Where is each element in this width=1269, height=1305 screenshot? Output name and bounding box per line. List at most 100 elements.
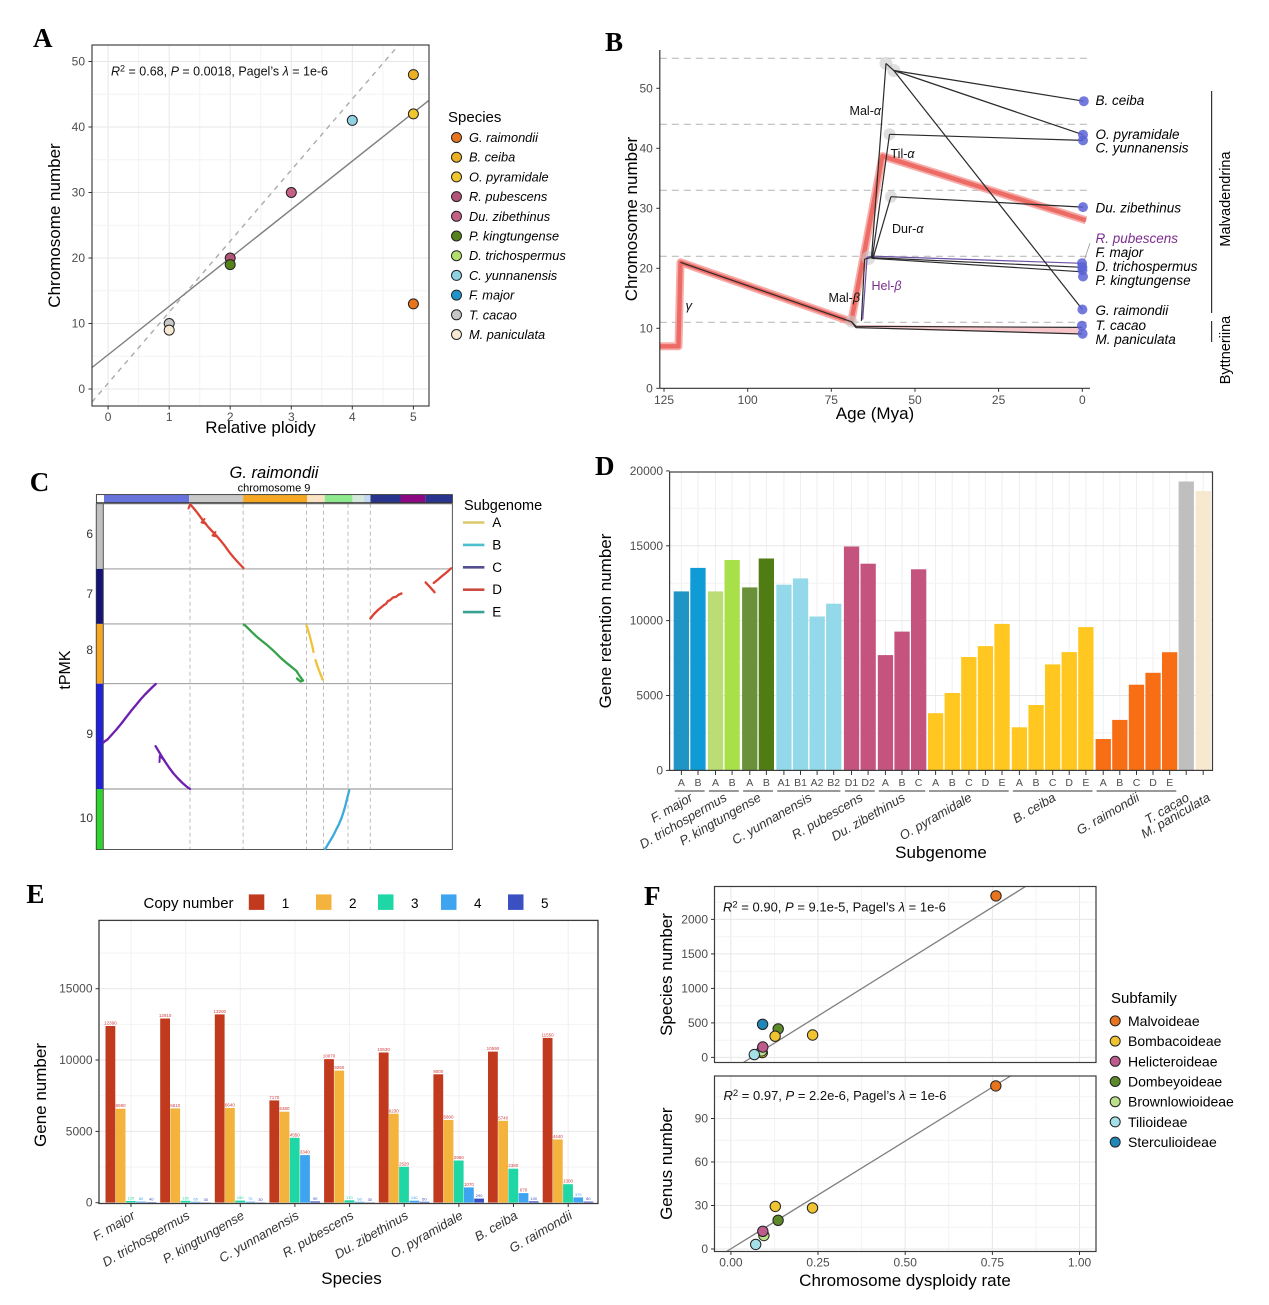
svg-text:2000: 2000: [681, 912, 708, 926]
svg-text:Chromosome number: Chromosome number: [45, 143, 64, 308]
svg-text:C: C: [1049, 777, 1057, 789]
svg-text:5: 5: [410, 410, 417, 424]
svg-text:chromosome 9: chromosome 9: [238, 483, 311, 495]
svg-text:12910: 12910: [159, 1013, 172, 1018]
svg-text:3: 3: [411, 896, 419, 911]
svg-text:0: 0: [105, 410, 112, 424]
svg-text:D. trichospermus: D. trichospermus: [1096, 259, 1198, 274]
svg-text:D: D: [595, 451, 615, 481]
svg-text:20000: 20000: [630, 464, 664, 478]
svg-text:670: 670: [520, 1188, 528, 1193]
svg-text:Species number: Species number: [657, 913, 676, 1036]
svg-text:10530: 10530: [377, 1047, 390, 1052]
svg-text:Gene retention number: Gene retention number: [596, 533, 615, 708]
svg-text:2960: 2960: [454, 1155, 465, 1160]
svg-text:30: 30: [204, 1197, 209, 1202]
svg-text:10000: 10000: [630, 614, 664, 628]
svg-text:O. pyramidale: O. pyramidale: [469, 169, 549, 184]
svg-text:Malvadendrina: Malvadendrina: [1218, 151, 1234, 247]
svg-text:1500: 1500: [681, 947, 708, 961]
svg-text:0.50: 0.50: [894, 1256, 918, 1270]
svg-text:C: C: [492, 560, 502, 575]
svg-text:0: 0: [701, 1050, 708, 1064]
svg-text:D. trichospermus: D. trichospermus: [469, 248, 566, 263]
svg-text:Malvoideae: Malvoideae: [1128, 1013, 1200, 1029]
svg-text:A: A: [932, 777, 939, 789]
svg-text:130: 130: [182, 1195, 189, 1200]
svg-text:Species: Species: [448, 109, 501, 126]
svg-text:0: 0: [1079, 393, 1086, 407]
svg-text:0.00: 0.00: [719, 1256, 743, 1270]
svg-text:Species: Species: [321, 1269, 381, 1288]
svg-text:2520: 2520: [399, 1161, 410, 1166]
svg-text:Mal-α: Mal-α: [850, 104, 882, 118]
svg-text:500: 500: [688, 1016, 708, 1030]
svg-text:1000: 1000: [681, 981, 708, 995]
svg-text:B: B: [949, 777, 956, 789]
svg-text:Til-α: Til-α: [891, 147, 916, 161]
svg-text:140: 140: [411, 1195, 418, 1200]
svg-text:80: 80: [586, 1196, 591, 1201]
svg-text:0: 0: [78, 382, 85, 396]
svg-text:7: 7: [86, 587, 93, 601]
svg-text:C. yunnanensis: C. yunnanensis: [1096, 141, 1189, 156]
svg-text:15000: 15000: [630, 539, 664, 553]
svg-text:30: 30: [258, 1197, 263, 1202]
svg-text:A: A: [678, 777, 685, 789]
svg-text:E: E: [1082, 777, 1089, 789]
svg-text:90: 90: [695, 1112, 709, 1126]
svg-text:150: 150: [237, 1195, 244, 1200]
svg-text:120: 120: [127, 1196, 134, 1201]
svg-text:5000: 5000: [66, 1124, 93, 1138]
svg-text:30: 30: [639, 201, 653, 215]
svg-text:50: 50: [72, 55, 86, 69]
svg-text:6230: 6230: [389, 1108, 400, 1113]
svg-text:A: A: [492, 515, 501, 530]
svg-text:Dur-α: Dur-α: [892, 222, 924, 236]
svg-text:R2 = 0.68, P = 0.0018, Pagel’s: R2 = 0.68, P = 0.0018, Pagel’s λ = 1e-6: [111, 64, 328, 79]
svg-text:A: A: [882, 777, 889, 789]
svg-text:10070: 10070: [323, 1054, 336, 1059]
svg-text:30: 30: [72, 186, 86, 200]
svg-text:G. raimondii: G. raimondii: [230, 464, 320, 482]
svg-text:C. yunnanensis: C. yunnanensis: [469, 268, 558, 283]
svg-text:A: A: [1100, 777, 1107, 789]
svg-text:D: D: [492, 582, 502, 597]
svg-text:11550: 11550: [542, 1032, 555, 1037]
svg-text:60: 60: [193, 1196, 198, 1201]
svg-text:5000: 5000: [636, 689, 663, 703]
svg-text:M. paniculata: M. paniculata: [469, 327, 545, 342]
svg-text:10590: 10590: [487, 1046, 500, 1051]
svg-text:A: A: [712, 777, 719, 789]
svg-text:5740: 5740: [498, 1115, 509, 1120]
svg-text:2380: 2380: [508, 1163, 519, 1168]
svg-text:0: 0: [701, 1242, 708, 1256]
svg-text:Chromosome dysploidy rate: Chromosome dysploidy rate: [799, 1271, 1011, 1290]
svg-text:Sterculioideae: Sterculioideae: [1128, 1134, 1217, 1150]
svg-text:F. major: F. major: [1096, 245, 1144, 260]
svg-text:2: 2: [349, 896, 357, 911]
svg-text:F. major: F. major: [469, 288, 515, 303]
svg-text:170: 170: [346, 1195, 353, 1200]
svg-text:4440: 4440: [553, 1134, 564, 1139]
svg-text:Du. zibethinus: Du. zibethinus: [1096, 201, 1182, 216]
svg-text:5: 5: [541, 896, 549, 911]
svg-text:60: 60: [422, 1196, 427, 1201]
svg-text:Subgenome: Subgenome: [895, 843, 987, 862]
svg-text:G. raimondii: G. raimondii: [469, 130, 539, 145]
svg-text:Relative ploidy: Relative ploidy: [205, 418, 316, 437]
svg-text:D: D: [1065, 777, 1073, 789]
svg-text:125: 125: [654, 393, 674, 407]
svg-text:0: 0: [86, 1196, 93, 1210]
svg-text:Genus number: Genus number: [657, 1107, 676, 1220]
svg-text:E: E: [998, 777, 1005, 789]
svg-text:Bombacoideae: Bombacoideae: [1128, 1033, 1222, 1049]
svg-text:4550: 4550: [290, 1132, 301, 1137]
svg-text:D2: D2: [861, 777, 875, 789]
svg-text:1: 1: [166, 410, 173, 424]
svg-text:B: B: [898, 777, 905, 789]
svg-text:7170: 7170: [269, 1095, 280, 1100]
svg-text:Tilioideae: Tilioideae: [1128, 1114, 1188, 1130]
svg-text:B. ceiba: B. ceiba: [1096, 93, 1145, 108]
svg-text:Brownlowioideae: Brownlowioideae: [1128, 1094, 1234, 1110]
